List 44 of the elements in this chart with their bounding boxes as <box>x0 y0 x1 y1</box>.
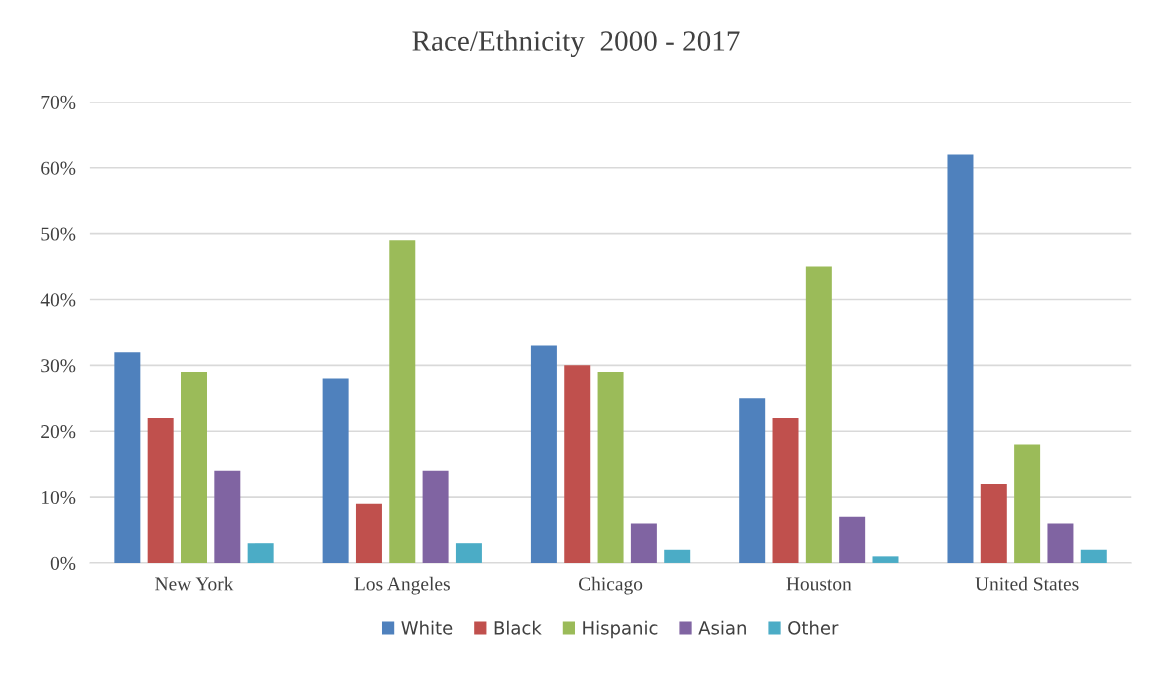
y-tick-label: 60% <box>41 161 76 175</box>
x-tick-label: New York <box>155 576 234 591</box>
y-tick-label: 70% <box>41 95 76 109</box>
bar <box>181 371 207 563</box>
legend-label: Asian <box>698 620 746 635</box>
x-tick-label: Chicago <box>578 576 643 595</box>
bar <box>147 418 174 563</box>
bar <box>355 503 382 563</box>
y-tick-label: 30% <box>41 359 76 373</box>
bar <box>630 523 657 563</box>
chart-title: Race/Ethnicity 2000 - 2017 <box>412 30 740 57</box>
bar <box>839 516 866 563</box>
bar <box>805 266 832 563</box>
bar <box>455 543 482 563</box>
legend-label: Other <box>788 620 839 635</box>
bar <box>739 398 766 563</box>
bar <box>1014 444 1041 563</box>
bar <box>597 371 624 563</box>
legend-label: White <box>401 620 453 635</box>
bar <box>872 556 899 563</box>
bar <box>530 345 557 563</box>
legend-label: Black <box>494 620 542 635</box>
bar <box>664 549 691 563</box>
legend-label: Hispanic <box>583 620 658 639</box>
bar <box>980 483 1007 563</box>
bar <box>322 378 349 563</box>
bar <box>422 470 449 563</box>
y-tick-label: 50% <box>41 227 76 241</box>
bar <box>564 365 591 563</box>
x-tick-label: Los Angeles <box>354 576 450 595</box>
bar <box>214 470 241 563</box>
bar <box>772 418 799 563</box>
y-tick-label: 0% <box>50 556 76 570</box>
y-tick-label: 20% <box>41 425 76 439</box>
x-tick-label: Houston <box>786 577 852 591</box>
bar <box>389 240 416 563</box>
bar <box>1080 549 1107 563</box>
bar <box>947 154 974 563</box>
y-tick-label: 40% <box>40 293 76 307</box>
bar <box>1047 523 1074 563</box>
bar <box>114 352 141 563</box>
x-tick-label: United States <box>975 576 1079 591</box>
bar <box>247 543 274 563</box>
y-tick-label: 10% <box>42 490 76 505</box>
